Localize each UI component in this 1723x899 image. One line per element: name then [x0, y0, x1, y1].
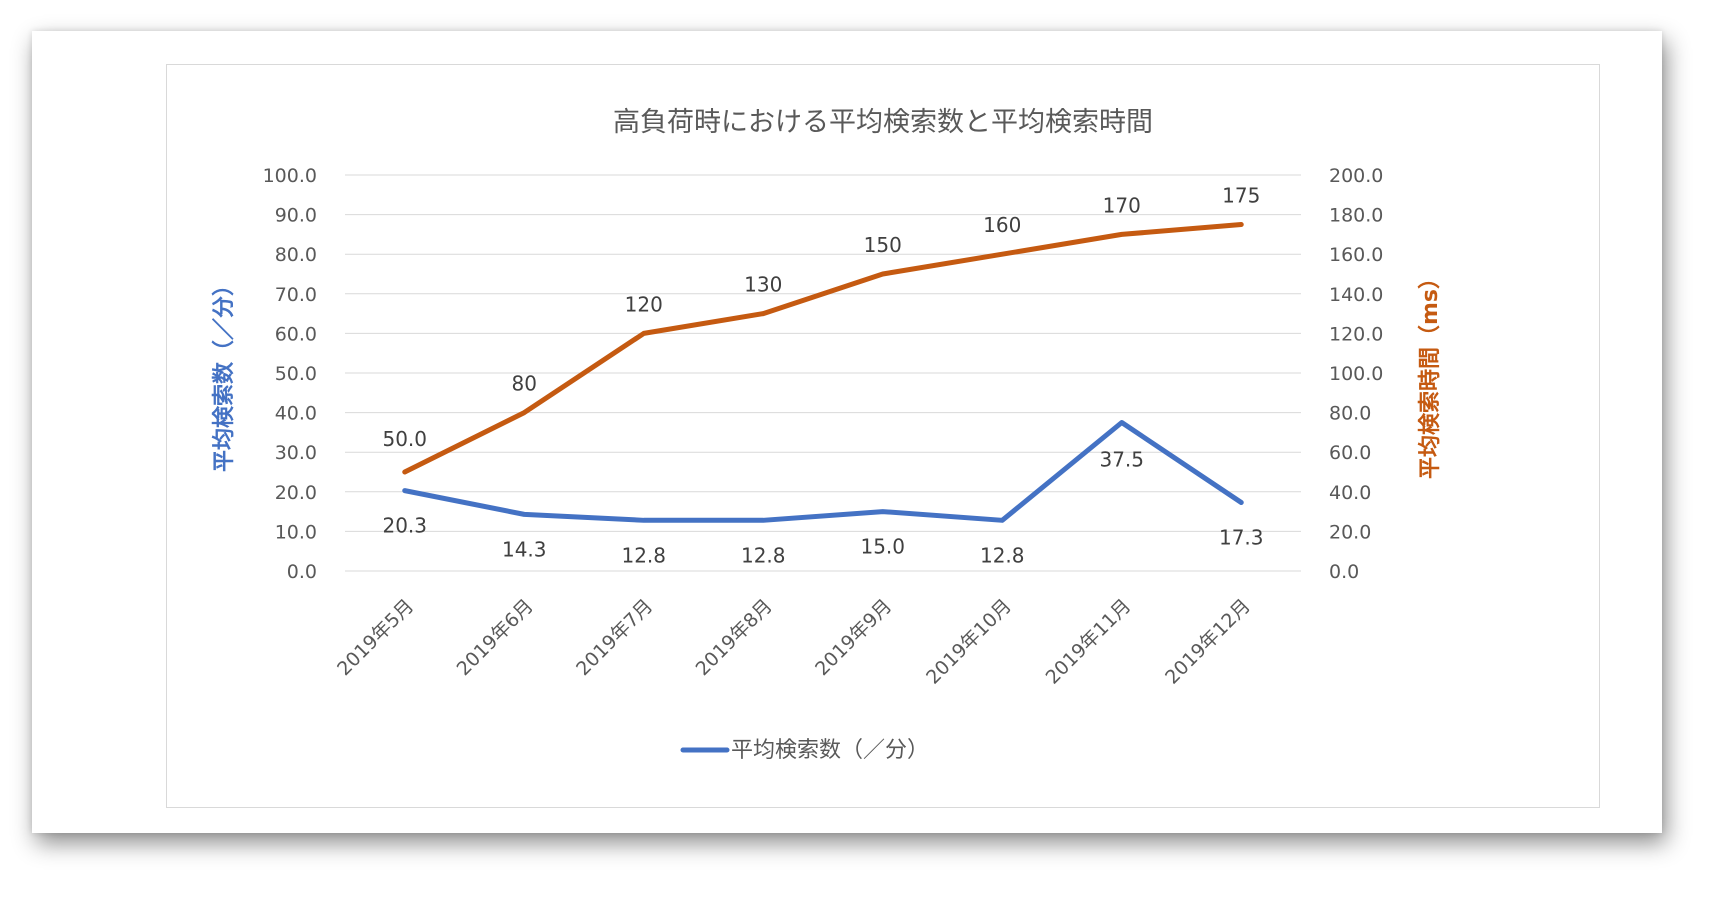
data-label-search-time: 175: [1222, 184, 1260, 208]
right-tick-label: 0.0: [1329, 561, 1359, 583]
data-label-search-time: 130: [744, 273, 782, 297]
series-line-search-time: [402, 222, 1244, 475]
data-label-search-time: 50.0: [382, 427, 427, 451]
right-tick-label: 160.0: [1329, 244, 1383, 266]
left-tick-label: 80.0: [275, 244, 317, 266]
chart-title: 高負荷時における平均検索数と平均検索時間: [613, 107, 1153, 138]
left-axis-ticks: 0.0 10.0 20.0 30.0 40.0 50.0 60.0 70.0 80.0 90.0 1…: [263, 165, 317, 583]
left-tick-label: 40.0: [275, 403, 317, 425]
left-tick-label: 90.0: [275, 205, 317, 227]
series-line-search-count: [402, 420, 1244, 523]
x-tick-label: 2019年7月: [572, 595, 657, 680]
right-tick-label: 140.0: [1329, 284, 1383, 306]
data-label-search-time: 160: [983, 213, 1021, 237]
data-labels: 20.3 14.3 12.8 12.8 15.0 12.8 37.5 17.3 50.0 80 12…: [382, 184, 1263, 568]
data-label-search-count: 12.8: [980, 543, 1025, 567]
data-label-search-count: 37.5: [1099, 448, 1144, 472]
left-axis-title: 平均検索数（／分）: [211, 274, 237, 472]
series-layer: [402, 222, 1244, 523]
left-tick-label: 30.0: [275, 442, 317, 464]
chart-card: 高負荷時における平均検索数と平均検索時間 0.0 10.0 20.0 30.0 40.0…: [32, 31, 1662, 833]
left-tick-label: 60.0: [275, 323, 317, 345]
left-tick-label: 10.0: [275, 521, 317, 543]
data-label-search-count: 12.8: [741, 543, 786, 567]
x-tick-label: 2019年8月: [692, 595, 777, 680]
left-tick-label: 100.0: [263, 165, 317, 187]
right-tick-label: 200.0: [1329, 165, 1383, 187]
data-label-search-count: 17.3: [1219, 525, 1264, 549]
right-tick-label: 100.0: [1329, 363, 1383, 385]
gridlines: [345, 174, 1301, 572]
left-tick-label: 20.0: [275, 482, 317, 504]
right-tick-label: 120.0: [1329, 323, 1383, 345]
data-label-search-count: 20.3: [382, 514, 427, 538]
data-label-search-count: 12.8: [621, 543, 666, 567]
x-tick-label: 2019年5月: [333, 595, 418, 680]
x-tick-label: 2019年6月: [453, 595, 538, 680]
data-label-search-time: 170: [1103, 193, 1141, 217]
data-label-search-time: 150: [864, 233, 902, 257]
data-label-search-time: 80: [512, 372, 537, 396]
line-chart: 高負荷時における平均検索数と平均検索時間 0.0 10.0 20.0 30.0 40.0…: [211, 107, 1443, 763]
right-tick-label: 80.0: [1329, 403, 1371, 425]
left-tick-label: 0.0: [287, 561, 317, 583]
legend: 平均検索数（／分）: [680, 738, 929, 763]
right-axis-ticks: 0.0 20.0 40.0 60.0 80.0 100.0 120.0 140.0 160.0 1…: [1329, 165, 1383, 583]
left-tick-label: 50.0: [275, 363, 317, 385]
right-axis-title: 平均検索時間（ms）: [1417, 267, 1443, 479]
right-tick-label: 180.0: [1329, 205, 1383, 227]
right-tick-label: 60.0: [1329, 442, 1371, 464]
legend-label-search-count: 平均検索数（／分）: [731, 738, 929, 763]
x-tick-label: 2019年9月: [811, 595, 896, 680]
x-tick-label: 2019年10月: [922, 595, 1016, 689]
data-label-search-count: 15.0: [860, 535, 905, 559]
right-tick-label: 20.0: [1329, 521, 1371, 543]
left-tick-label: 70.0: [275, 284, 317, 306]
right-tick-label: 40.0: [1329, 482, 1371, 504]
x-tick-label: 2019年12月: [1161, 595, 1255, 689]
data-label-search-time: 120: [625, 292, 663, 316]
chart-area: 高負荷時における平均検索数と平均検索時間 0.0 10.0 20.0 30.0 40.0…: [166, 64, 1600, 808]
data-label-search-count: 14.3: [502, 537, 547, 561]
x-tick-label: 2019年11月: [1042, 595, 1136, 689]
x-axis-ticks: 2019年5月 2019年6月 2019年7月 2019年8月 2019年9月 2019年…: [333, 595, 1255, 689]
